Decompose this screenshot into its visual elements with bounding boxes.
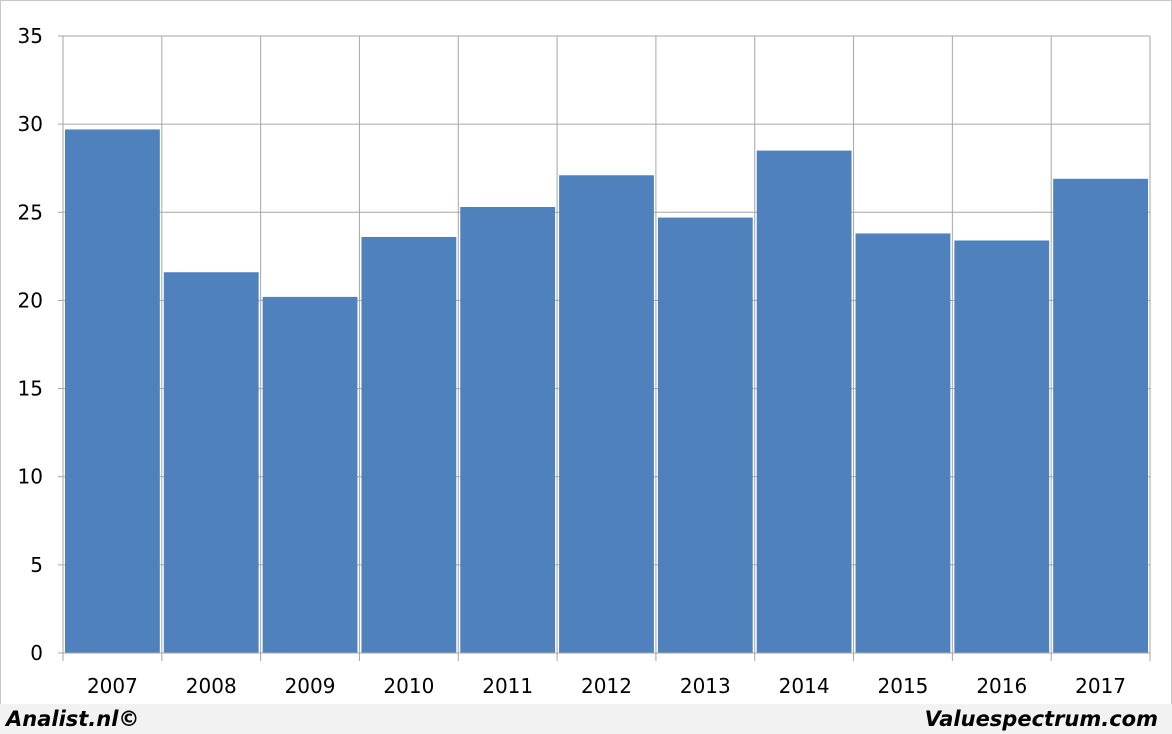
bar-2017 [1053,178,1148,653]
footer-bar: Analist.nl© Valuespectrum.com [0,704,1172,734]
bar-2007 [65,129,160,654]
x-tick-label: 2012 [581,674,632,698]
y-tick-label: 15 [18,377,43,401]
bar-2015 [855,233,951,653]
y-tick-label: 10 [18,465,43,489]
bar-2011 [460,206,556,654]
x-tick-label: 2011 [482,674,533,698]
y-tick-label: 25 [18,200,43,224]
bar-2008 [163,272,259,653]
axis-layer [58,35,1150,654]
x-tick-label: 2015 [878,674,929,698]
x-tick-label: 2016 [976,674,1027,698]
x-axis-tick-labels: 2007 2008 2009 2010 2011 2012 2013 2014 2015 2016… [87,674,1126,698]
x-tick-label: 2007 [87,674,138,698]
x-tick-label: 2017 [1075,674,1126,698]
x-tick-label: 2008 [186,674,237,698]
y-tick-label: 30 [18,112,43,136]
y-tick-label: 0 [30,641,43,665]
bar-2013 [657,217,753,653]
bar-2014 [756,150,852,654]
bar-2010 [361,236,457,654]
footer-source: Valuespectrum.com [924,707,1158,731]
bars-layer [65,129,1148,654]
y-tick-label: 35 [18,24,43,48]
y-tick-label: 20 [18,288,43,312]
footer-copyright: Analist.nl© [6,707,140,731]
x-tick-label: 2014 [779,674,830,698]
x-tick-label: 2013 [680,674,731,698]
x-tick-label: 2010 [383,674,434,698]
y-axis-tick-labels: 0 5 10 15 20 25 30 35 [18,24,43,665]
x-tick-label: 2009 [285,674,336,698]
chart-frame: 0 5 10 15 20 25 30 35 2007 2008 2009 2010 2011 2012 2… [0,0,1172,706]
bar-2016 [954,240,1050,653]
bar-2012 [559,175,654,653]
bar-2009 [262,296,358,653]
y-tick-label: 5 [30,553,43,577]
